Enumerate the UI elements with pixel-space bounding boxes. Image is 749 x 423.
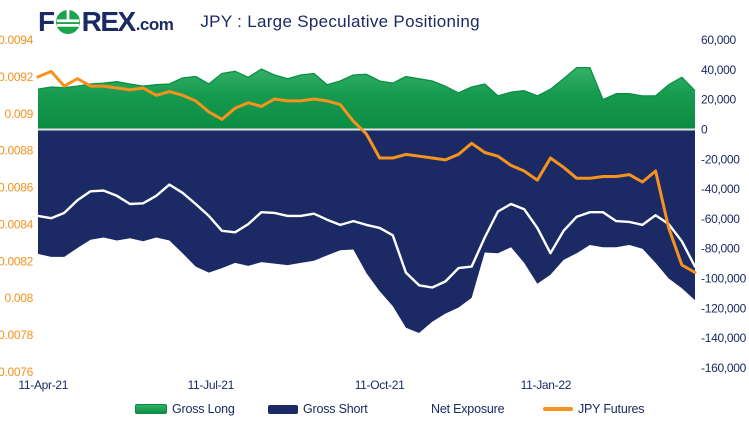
y-axis-right-tick: 40,000 [701,63,737,77]
y-axis-right-tick: 0 [701,123,708,137]
logo-text-com: .com [135,15,174,34]
logo-text-f: F [38,6,55,37]
gross-long-area [38,67,695,130]
y-axis-left-tick: 0.0084 [0,217,34,231]
y-axis-left-tick: 0.0076 [0,365,34,379]
legend-label: Net Exposure [431,402,505,416]
net-exposure-swatch-icon [396,407,426,411]
gross-short-swatch-icon [268,404,298,414]
y-axis-left-tick: 0.0082 [0,254,34,268]
jpy-futures-swatch-icon [543,407,573,411]
y-axis-right-tick: -160,000 [701,361,747,375]
legend-item-gross-short: Gross Short [268,399,368,419]
header: F REX .com JPY : Large Speculative Posit… [38,7,480,37]
y-axis-left-tick: 0.0078 [0,328,34,342]
y-axis-left-tick: 0.0088 [0,144,34,158]
y-axis-right-tick: -100,000 [701,272,747,286]
y-axis-right-tick: -120,000 [701,301,747,315]
legend: Gross Long Gross Short Net Exposure JPY … [0,399,749,419]
forex-globe-icon [55,10,80,34]
forex-logo: F REX .com [38,6,174,37]
y-axis-left-tick: 0.008 [4,291,33,305]
y-axis-left-tick: 0.009 [4,107,33,121]
legend-label: Gross Long [172,402,235,416]
x-axis-tick: 11-Jul-21 [188,378,235,392]
legend-item-gross-long: Gross Long [135,399,235,419]
y-axis-right-tick: -60,000 [701,212,740,226]
y-axis-right-tick: 20,000 [701,93,737,107]
page-title: JPY : Large Speculative Positioning [200,12,480,31]
legend-item-net-exposure: Net Exposure [396,399,505,419]
y-axis-left-tick: 0.0094 [0,33,34,47]
legend-label: JPY Futures [578,402,645,416]
gross-short-area [38,129,695,333]
net-exposure-line [36,183,697,289]
x-axis-tick: 11-Jan-22 [521,378,572,392]
x-axis-tick: 11-Oct-21 [355,378,405,392]
gross-long-swatch-icon [135,404,167,414]
logo-text-rex: REX [81,6,137,37]
legend-label: Gross Short [303,402,368,416]
y-axis-right-tick: -40,000 [701,182,740,196]
jpy-futures-line [36,69,697,274]
y-axis-right-tick: -20,000 [701,152,740,166]
y-axis-left-tick: 0.0086 [0,181,34,195]
gross-long-edge [37,66,696,101]
y-axis-right-tick: -140,000 [701,331,747,345]
y-axis-left-tick: 0.0092 [0,70,34,84]
y-axis-right-tick: 60,000 [701,33,737,47]
legend-item-jpy-futures: JPY Futures [543,399,645,419]
y-axis-right-tick: -80,000 [701,242,740,256]
x-axis-tick: 11-Apr-21 [18,378,68,392]
